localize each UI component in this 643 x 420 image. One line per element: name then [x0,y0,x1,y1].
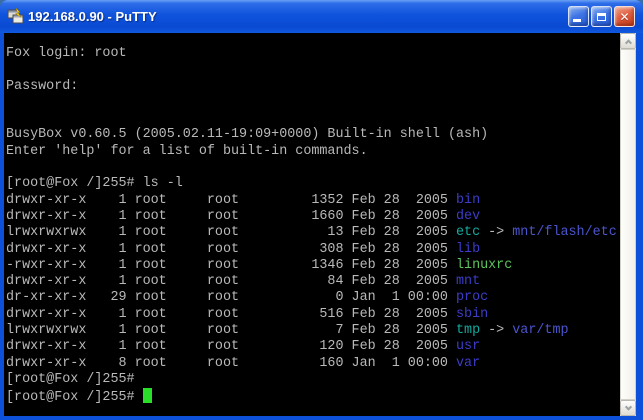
file-name: tmp [456,323,481,339]
terminal-line: lrwxrwxrwx 1 root root 13 Feb 28 2005 et… [6,225,620,241]
window-body: Fox login: root Password: BusyBox v0.60.5 … [0,33,643,420]
terminal-line: drwxr-xr-x 1 root root 120 Feb 28 2005 u… [6,339,620,355]
maximize-button[interactable] [591,6,612,27]
terminal-text: BusyBox v0.60.5 (2005.02.11-19:09+0000) … [6,127,489,143]
close-icon: ✕ [619,9,630,24]
terminal-line: BusyBox v0.60.5 (2005.02.11-19:09+0000) … [6,127,620,143]
putty-app-icon [7,7,24,25]
file-name: mnt/flash/etc [512,225,617,241]
terminal-text: Fox login: root [6,46,127,61]
file-name: usr [456,339,481,355]
chevron-up-icon [624,38,632,46]
terminal-text: Enter 'help' for a list of built-in comm… [6,143,368,159]
terminal-line: drwxr-xr-x 1 root root 516 Feb 28 2005 s… [6,307,620,323]
terminal-text: -rwxr-xr-x 1 root root 1346 Feb 28 2005 [6,257,456,273]
terminal-line: drwxr-xr-x 8 root root 160 Jan 1 00:00 v… [6,356,620,372]
terminal-text: drwxr-xr-x 1 root root 84 Feb 28 2005 [6,274,456,290]
terminal-text: Password: [6,78,79,94]
terminal-line: dr-xr-xr-x 29 root root 0 Jan 1 00:00 pr… [6,290,620,306]
terminal-text: [root@Fox /]255# [6,390,143,406]
terminal-line: lrwxrwxrwx 1 root root 7 Feb 28 2005 tmp… [6,323,620,339]
file-name: mnt [456,274,481,290]
file-name: etc [456,225,481,241]
terminal-text: -> [480,323,513,339]
file-name: var/tmp [512,323,569,339]
window-title: 192.168.0.90 - PuTTY [28,9,157,24]
putty-terminals-glyph [7,7,24,24]
window-controls: ✕ [568,6,635,27]
terminal-line: drwxr-xr-x 1 root root 308 Feb 28 2005 l… [6,242,620,258]
file-name: linuxrc [456,257,513,273]
minimize-button[interactable] [568,6,589,27]
terminal-line: drwxr-xr-x 1 root root 1352 Feb 28 2005 … [6,193,620,209]
terminal-line: drwxr-xr-x 1 root root 84 Feb 28 2005 mn… [6,274,620,290]
maximize-icon [597,12,606,21]
terminal-text: lrwxrwxrwx 1 root root 7 Feb 28 2005 [6,323,456,339]
file-name: proc [456,290,489,306]
terminal-line: [root@Fox /]255# [6,372,620,388]
terminal-line [6,62,620,78]
terminal-text: drwxr-xr-x 1 root root 516 Feb 28 2005 [6,306,456,322]
scroll-up-button[interactable] [620,33,636,49]
terminal-line [6,95,620,111]
minimize-icon [573,19,581,22]
terminal-line: [root@Fox /]255# ls -l [6,176,620,192]
terminal-line: drwxr-xr-x 1 root root 1660 Feb 28 2005 … [6,209,620,225]
scrollbar-track[interactable] [620,49,636,400]
terminal-text: dr-xr-xr-x 29 root root 0 Jan 1 00:00 [6,290,456,306]
scrollbar-thumb[interactable] [620,49,636,400]
terminal-cursor [142,388,152,404]
terminal-text: drwxr-xr-x 1 root root 1352 Feb 28 2005 [6,192,456,208]
scrollbar[interactable] [620,33,636,416]
terminal-text: drwxr-xr-x 1 root root 308 Feb 28 2005 [6,241,456,257]
terminal-text: [root@Fox /]255# [6,371,135,387]
terminal-text: -> [480,225,513,241]
terminal-line: Enter 'help' for a list of built-in comm… [6,144,620,160]
terminal-line: Fox login: root [6,46,620,62]
terminal-line [6,160,620,176]
file-name: sbin [456,306,489,322]
close-button[interactable]: ✕ [614,6,635,27]
terminal-text: lrwxrwxrwx 1 root root 13 Feb 28 2005 [6,225,456,241]
terminal-line: [root@Fox /]255# [6,388,620,406]
file-name: bin [456,192,481,208]
file-name: dev [456,208,481,224]
file-name: var [456,355,481,371]
terminal-line: Password: [6,79,620,95]
chevron-down-icon [624,403,632,411]
terminal-line: -rwxr-xr-x 1 root root 1346 Feb 28 2005 … [6,258,620,274]
terminal-line [6,111,620,127]
title-bar[interactable]: 192.168.0.90 - PuTTY ✕ [0,0,643,33]
terminal-text: [root@Fox /]255# ls -l [6,176,183,192]
file-name: lib [456,241,481,257]
terminal-text: drwxr-xr-x 1 root root 120 Feb 28 2005 [6,339,456,355]
scroll-down-button[interactable] [620,400,636,416]
terminal-text: drwxr-xr-x 1 root root 1660 Feb 28 2005 [6,208,456,224]
terminal-text: drwxr-xr-x 8 root root 160 Jan 1 00:00 [6,355,456,371]
terminal-screen[interactable]: Fox login: root Password: BusyBox v0.60.5 … [4,33,620,416]
